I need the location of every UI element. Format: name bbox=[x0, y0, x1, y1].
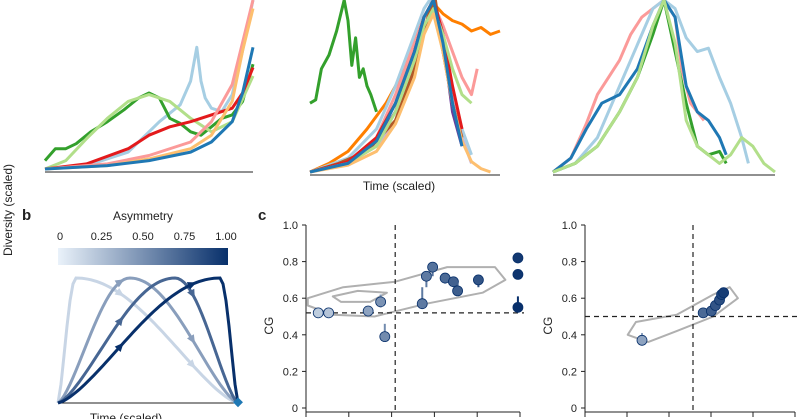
top-left-series-dark-blue bbox=[44, 46, 255, 171]
c-right-point bbox=[636, 334, 648, 346]
c-left-y-tick-label: 0.4 bbox=[283, 330, 298, 342]
top-right-series-green bbox=[552, 0, 728, 174]
main-ylabel: Diversity (scaled) bbox=[1, 164, 15, 256]
c-right-point bbox=[718, 287, 729, 299]
top-middle-series-dark-blue bbox=[309, 0, 464, 174]
top-middle-series-green bbox=[309, 0, 378, 113]
c-right-y-tick-label: 0 bbox=[571, 403, 577, 415]
c-right-y-tick-label: 0.4 bbox=[562, 330, 577, 342]
top-xlabel: Time (scaled) bbox=[363, 179, 435, 193]
c-left-point bbox=[427, 261, 439, 273]
top-middle-series-light-green bbox=[309, 7, 473, 174]
top-middle-plot bbox=[309, 0, 501, 176]
colorbar-title: Asymmetry bbox=[113, 209, 173, 223]
panel-b-arrowhead bbox=[114, 279, 125, 288]
panel-b-arrowhead bbox=[114, 316, 124, 327]
panel-b-curve-asymmetry-0.67 bbox=[57, 276, 240, 405]
top-left-series-pink bbox=[44, 0, 255, 171]
colorbar bbox=[58, 248, 228, 265]
panel-b-label: b bbox=[22, 207, 31, 224]
c-left-y-tick-label: 0.6 bbox=[283, 293, 298, 305]
panel-b-arrowhead bbox=[186, 282, 197, 290]
panel-b-curve-asymmetry-0.33 bbox=[56, 276, 239, 405]
c-left-density-contour bbox=[306, 266, 507, 318]
c-left-point bbox=[512, 269, 524, 280]
top-middle-series-light-blue bbox=[309, 0, 473, 174]
c-left-y-tick-label: 0.2 bbox=[283, 366, 298, 378]
c-left-point bbox=[472, 274, 484, 286]
panel-b-xlabel: Time (scaled) bbox=[90, 411, 162, 419]
panel-b-plot bbox=[56, 276, 243, 408]
top-left-series-red bbox=[44, 67, 255, 171]
c-right-y-tick-label: 0.8 bbox=[562, 257, 577, 269]
panel-b-curve-asymmetry-1 bbox=[57, 276, 240, 405]
panel-b-arrowhead bbox=[186, 334, 196, 345]
panel-b-end-marker bbox=[233, 397, 243, 408]
top-right-plot bbox=[552, 0, 776, 176]
c-left-y-tick-label: 0 bbox=[292, 403, 298, 415]
panel-c-label: c bbox=[258, 207, 266, 224]
panel-c-right-plot: 0 0.2 0.4 0.6 0.8 1.0 CG bbox=[541, 220, 799, 417]
colorbar-tick-label: 0 bbox=[57, 231, 63, 243]
c-left-point bbox=[312, 307, 324, 319]
colorbar-ticks: 0 0.25 0.50 0.75 1.00 bbox=[57, 231, 237, 243]
c-left-point bbox=[416, 298, 428, 310]
c-right-y-tick-label: 0.2 bbox=[562, 366, 577, 378]
c-left-point bbox=[420, 270, 432, 282]
colorbar-tick-label: 0.50 bbox=[132, 231, 153, 243]
colorbar-tick-label: 0.75 bbox=[174, 231, 195, 243]
c-left-point bbox=[512, 301, 524, 313]
top-right-series-light-green bbox=[552, 0, 776, 174]
c-left-point bbox=[512, 252, 524, 264]
panel-b-arrowhead bbox=[187, 288, 195, 299]
c-left-y-tick-label: 0.8 bbox=[283, 257, 298, 269]
top-right-series-light-blue bbox=[552, 0, 750, 174]
c-left-point bbox=[362, 305, 374, 317]
c-right-y-tick-label: 0.6 bbox=[562, 293, 577, 305]
panel-b-arrowhead bbox=[114, 342, 124, 352]
top-middle-series-light-orange bbox=[309, 12, 492, 174]
c-right-ylabel: CG bbox=[541, 317, 555, 335]
c-right-density-contour bbox=[626, 286, 739, 344]
panel-b-arrowhead bbox=[186, 359, 196, 369]
top-right-series-dark-blue bbox=[552, 0, 728, 174]
c-left-ylabel: CG bbox=[262, 317, 276, 335]
c-left-point bbox=[379, 331, 391, 343]
top-left-series-light-green bbox=[44, 75, 255, 171]
c-left-point bbox=[323, 307, 335, 319]
c-right-y-tick-label: 1.0 bbox=[562, 220, 577, 232]
panel-c-left-plot: 0 0.2 0.4 0.6 0.8 1.0 CG bbox=[262, 220, 524, 417]
colorbar-tick-label: 1.00 bbox=[215, 231, 236, 243]
panel-b-arrowhead bbox=[114, 287, 125, 297]
c-left-point bbox=[452, 285, 464, 297]
c-left-y-tick-label: 1.0 bbox=[283, 220, 298, 232]
c-left-point bbox=[375, 296, 387, 308]
colorbar-tick-label: 0.25 bbox=[91, 231, 112, 243]
top-left-plot bbox=[43, 0, 255, 173]
